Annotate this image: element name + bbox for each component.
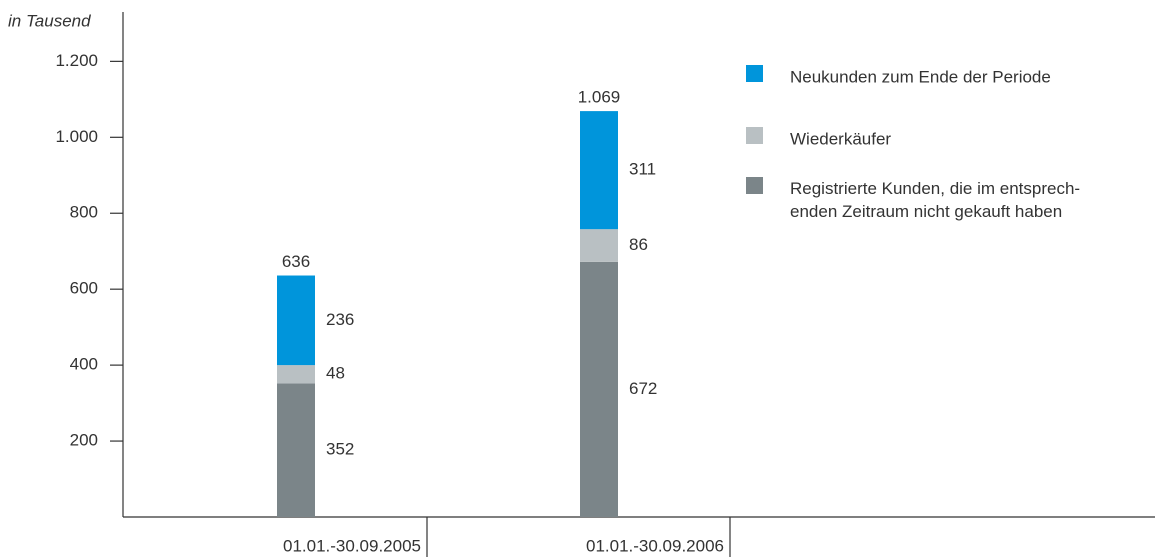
y-tick-label: 800 (70, 203, 98, 222)
value-label: 672 (629, 379, 657, 398)
y-tick-label: 1.200 (55, 51, 98, 70)
x-tick-label: 01.01.-30.09.2006 (586, 536, 724, 555)
y-tick-label: 1.000 (55, 127, 98, 146)
bar-segment (580, 261, 618, 517)
y-axis-label: in Tausend (8, 11, 91, 30)
legend-swatch (746, 177, 763, 194)
value-label: 86 (629, 235, 648, 254)
value-label: 236 (326, 310, 354, 329)
bar-segment (277, 383, 315, 517)
value-label: 311 (629, 160, 656, 179)
total-label: 1.069 (578, 88, 621, 107)
y-tick-label: 600 (70, 279, 98, 298)
legend-label: Registrierte Kunden, die im entsprech-en… (790, 179, 1080, 221)
bar-segment (277, 365, 315, 384)
legend-swatch (746, 65, 763, 82)
y-tick-label: 400 (70, 355, 98, 374)
legend-swatch (746, 127, 763, 144)
bar-segment (580, 229, 618, 262)
bar-segment (277, 275, 315, 366)
value-label: 352 (326, 440, 354, 459)
total-label: 636 (282, 252, 310, 271)
x-tick-label: 01.01.-30.09.2005 (283, 536, 421, 555)
y-tick-label: 200 (70, 431, 98, 450)
legend-label-line: enden Zeitraum nicht gekauft haben (790, 202, 1062, 221)
value-label: 48 (326, 364, 345, 383)
legend-label-line: Registrierte Kunden, die im entsprech- (790, 179, 1080, 198)
bar-segment (580, 111, 618, 230)
legend-label: Neukunden zum Ende der Periode (790, 67, 1051, 86)
legend-label: Wiederkäufer (790, 129, 891, 148)
